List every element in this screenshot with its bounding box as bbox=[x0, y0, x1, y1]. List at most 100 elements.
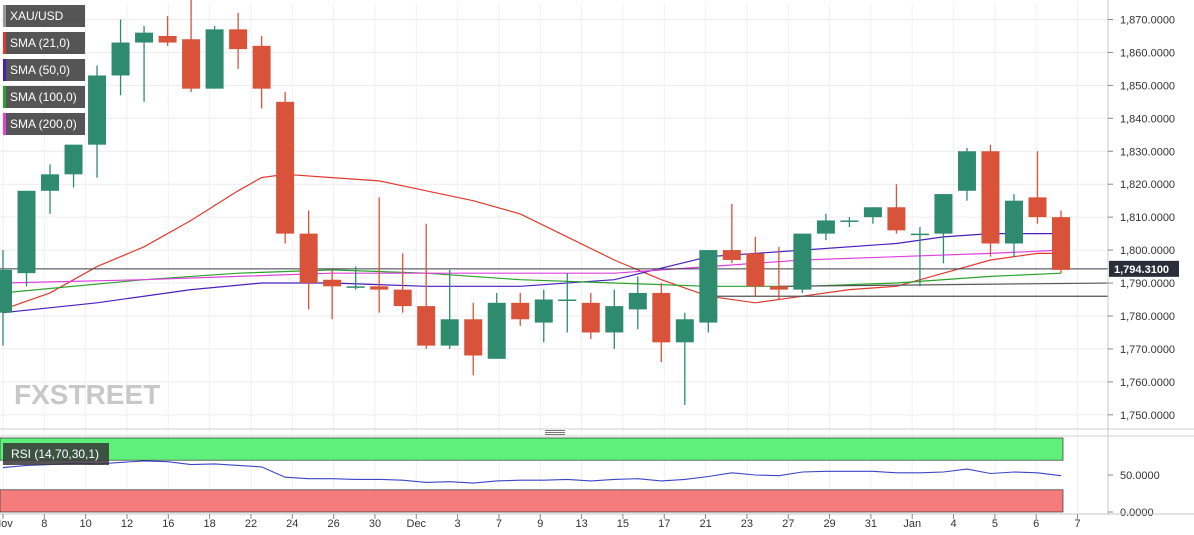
candle-body bbox=[534, 299, 553, 323]
last-price-label: 1,794.3100 bbox=[1114, 264, 1169, 276]
x-tick-label: 6 bbox=[1033, 518, 1039, 530]
legend-sma-21-label: SMA (21,0) bbox=[10, 36, 71, 50]
candle-body bbox=[722, 250, 741, 260]
x-tick-label: 12 bbox=[121, 518, 133, 530]
candle-body bbox=[487, 302, 506, 359]
x-tick-label: Jan bbox=[903, 518, 921, 530]
candle-body bbox=[863, 207, 882, 218]
x-tick-label: 17 bbox=[658, 518, 670, 530]
x-tick-label: 5 bbox=[992, 518, 998, 530]
candle-body bbox=[158, 35, 177, 43]
candle-body bbox=[252, 45, 271, 89]
candle-body bbox=[957, 151, 976, 191]
x-tick-label: 10 bbox=[80, 518, 92, 530]
y-tick-label: 1,760.0000 bbox=[1120, 377, 1175, 389]
y-tick-label: 1,800.0000 bbox=[1120, 245, 1175, 257]
candle-body bbox=[605, 306, 624, 333]
candle-body bbox=[417, 306, 436, 346]
watermark: FXSTREET bbox=[14, 379, 160, 410]
y-tick-label: 1,750.0000 bbox=[1120, 410, 1175, 422]
rsi-legend[interactable]: RSI (14,70,30,1) bbox=[3, 443, 110, 465]
candle-body bbox=[699, 250, 718, 323]
x-tick-label: 7 bbox=[1074, 518, 1080, 530]
rsi-band bbox=[0, 489, 1064, 513]
x-tick-label: 23 bbox=[741, 518, 753, 530]
y-tick-label: 1,830.0000 bbox=[1120, 146, 1175, 158]
x-tick-label: 24 bbox=[286, 518, 298, 530]
sma-line bbox=[2, 173, 1061, 310]
y-tick-label: 1,820.0000 bbox=[1120, 179, 1175, 191]
candle-body bbox=[346, 286, 365, 288]
candle-body bbox=[464, 319, 483, 356]
x-tick-label: 7 bbox=[496, 518, 502, 530]
rsi-line bbox=[2, 460, 1062, 484]
watermark-text: FXSTREET bbox=[14, 379, 160, 410]
legend-sma-200[interactable]: SMA (200,0) bbox=[3, 113, 85, 135]
legend-symbol-label: XAU/USD bbox=[10, 9, 64, 23]
x-tick-label: 4 bbox=[950, 518, 956, 530]
candle-body bbox=[64, 144, 83, 175]
legend-sma-100[interactable]: SMA (100,0) bbox=[3, 86, 85, 108]
candle-body bbox=[887, 207, 906, 231]
candle-body bbox=[88, 75, 107, 145]
legend-sma-50[interactable]: SMA (50,0) bbox=[3, 59, 85, 81]
x-tick-label: 26 bbox=[328, 518, 340, 530]
x-tick-label: Nov bbox=[0, 518, 13, 530]
candle-body bbox=[393, 289, 412, 307]
candle-body bbox=[840, 220, 859, 222]
x-tick-label: 15 bbox=[617, 518, 629, 530]
candle-body bbox=[323, 279, 342, 287]
x-tick-label: 21 bbox=[699, 518, 711, 530]
rsi-legend-label: RSI (14,70,30,1) bbox=[11, 447, 100, 461]
candle-body bbox=[628, 292, 647, 310]
pane-resize-handle[interactable] bbox=[545, 429, 565, 437]
x-tick-label: 18 bbox=[204, 518, 216, 530]
candle-body bbox=[205, 29, 224, 89]
candle-body bbox=[675, 319, 694, 343]
legend-sma-100-label: SMA (100,0) bbox=[10, 90, 77, 104]
x-tick-label: 31 bbox=[865, 518, 877, 530]
candle-body bbox=[440, 319, 459, 346]
legend: XAU/USD SMA (21,0) SMA (50,0) SMA (100,0… bbox=[3, 5, 85, 140]
candle-body bbox=[1028, 197, 1047, 218]
trendline bbox=[778, 282, 1109, 287]
y-tick-label: 1,870.0000 bbox=[1120, 14, 1175, 26]
candle-body bbox=[652, 292, 671, 343]
candle-body bbox=[135, 32, 154, 43]
x-tick-label: 30 bbox=[369, 518, 381, 530]
x-tick-label: 22 bbox=[245, 518, 257, 530]
rsi-band bbox=[0, 437, 1064, 461]
x-tick-label: 13 bbox=[575, 518, 587, 530]
candle-body bbox=[1004, 200, 1023, 244]
candle-body bbox=[769, 286, 788, 290]
y-tick-label: 1,780.0000 bbox=[1120, 311, 1175, 323]
candle-body bbox=[0, 269, 12, 313]
candle-body bbox=[511, 302, 530, 320]
candle-body bbox=[17, 190, 36, 274]
candle-body bbox=[558, 299, 577, 302]
rsi-y-tick-label: 50.0000 bbox=[1120, 470, 1160, 482]
grid-lines bbox=[0, 3, 1194, 512]
candle-body bbox=[276, 101, 295, 234]
last-price-bg bbox=[1109, 260, 1179, 277]
candle-body bbox=[981, 151, 1000, 244]
legend-sma-50-label: SMA (50,0) bbox=[10, 63, 71, 77]
candle-body bbox=[793, 233, 812, 290]
x-tick-label: 3 bbox=[455, 518, 461, 530]
legend-symbol[interactable]: XAU/USD bbox=[3, 5, 85, 27]
candle-body bbox=[816, 220, 835, 234]
y-tick-label: 1,850.0000 bbox=[1120, 80, 1175, 92]
legend-sma-21[interactable]: SMA (21,0) bbox=[3, 32, 85, 54]
y-tick-label: 1,790.0000 bbox=[1120, 278, 1175, 290]
x-tick-label: 8 bbox=[41, 518, 47, 530]
y-tick-label: 1,770.0000 bbox=[1120, 344, 1175, 356]
candle-body bbox=[910, 233, 929, 236]
candle-body bbox=[229, 29, 248, 50]
candle-body bbox=[934, 194, 953, 234]
x-tick-label: 27 bbox=[782, 518, 794, 530]
candle-body bbox=[182, 39, 201, 89]
rsi-line-path bbox=[2, 460, 1062, 484]
rsi-bands bbox=[0, 437, 1064, 513]
